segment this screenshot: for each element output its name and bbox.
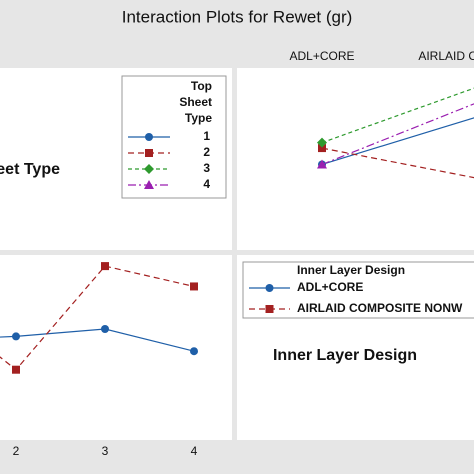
legend-label: AIRLAID COMPOSITE NONW bbox=[297, 301, 463, 315]
x-tick-label: 4 bbox=[191, 444, 198, 458]
row-label: Inner Layer Design bbox=[273, 347, 417, 364]
x-tick-label: 2 bbox=[13, 444, 20, 458]
legend-label: 3 bbox=[203, 161, 210, 175]
series-line bbox=[0, 265, 195, 371]
legend-label: 4 bbox=[203, 177, 210, 191]
series-line bbox=[0, 328, 195, 352]
marker bbox=[101, 262, 109, 271]
marker bbox=[265, 284, 274, 292]
marker bbox=[265, 305, 274, 313]
legend-label: ADL+CORE bbox=[297, 280, 363, 294]
legend-title: Inner Layer Design bbox=[297, 263, 405, 277]
marker bbox=[190, 347, 198, 356]
marker bbox=[144, 164, 154, 174]
marker bbox=[317, 159, 327, 169]
x-tick-label: ADL+CORE bbox=[289, 49, 354, 63]
legend-label: 2 bbox=[203, 145, 210, 159]
chart-title: Interaction Plots for Rewet (gr) bbox=[122, 7, 353, 26]
marker bbox=[190, 282, 198, 291]
x-tick-label: AIRLAID COMPOSITE NONW bbox=[418, 49, 474, 63]
series-line bbox=[321, 87, 474, 144]
marker bbox=[144, 180, 154, 189]
marker bbox=[317, 137, 327, 148]
series-line bbox=[321, 147, 474, 179]
marker bbox=[145, 149, 153, 157]
marker bbox=[318, 144, 326, 153]
legend-title-box: Top Sheet Type bbox=[179, 79, 212, 125]
marker bbox=[101, 325, 109, 333]
panel bbox=[237, 68, 474, 250]
series-line bbox=[321, 117, 474, 166]
marker bbox=[145, 133, 153, 141]
x-tick-label: 3 bbox=[102, 444, 109, 458]
legend-label: 1 bbox=[203, 129, 210, 143]
row-label: Top Sheet Type bbox=[0, 161, 60, 178]
marker bbox=[12, 332, 20, 341]
marker bbox=[12, 365, 20, 374]
legend-title: Top Sheet Type bbox=[179, 79, 212, 125]
